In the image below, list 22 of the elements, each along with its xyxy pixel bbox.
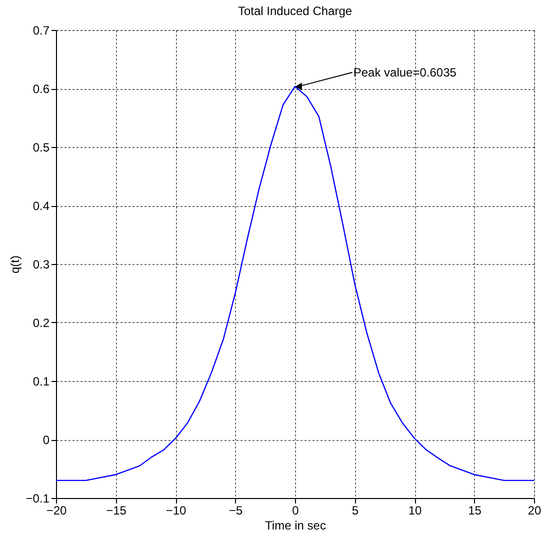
x-axis-title: Time in sec [265,518,326,532]
x-tick-label: 15 [468,504,482,518]
x-tick-label: 20 [528,504,542,518]
y-tick-label: 0.2 [32,316,50,330]
y-tick-label: 0.6 [32,82,50,96]
x-tick-label: −20 [46,504,67,518]
y-tick-label: 0.7 [32,24,50,38]
y-tick-label: 0.5 [32,140,50,154]
x-tick-label: 5 [352,504,359,518]
y-tick-label: 0.1 [32,374,50,388]
x-tick-label: −5 [228,504,243,518]
y-tick-label: 0.4 [32,199,50,213]
y-axis-title: q(t) [8,255,22,274]
annotation: Peak value=0.6035 [353,65,457,80]
x-tick-label: −15 [106,504,127,518]
x-tick-label: 10 [408,504,422,518]
chart-title: Total Induced Charge [238,4,352,18]
x-tick-label: −10 [166,504,186,518]
y-tick-label: −0.1 [26,492,50,506]
y-tick-label: 0 [42,433,50,447]
y-tick-label: 0.3 [32,258,50,272]
x-tick-label: 0 [292,504,300,518]
